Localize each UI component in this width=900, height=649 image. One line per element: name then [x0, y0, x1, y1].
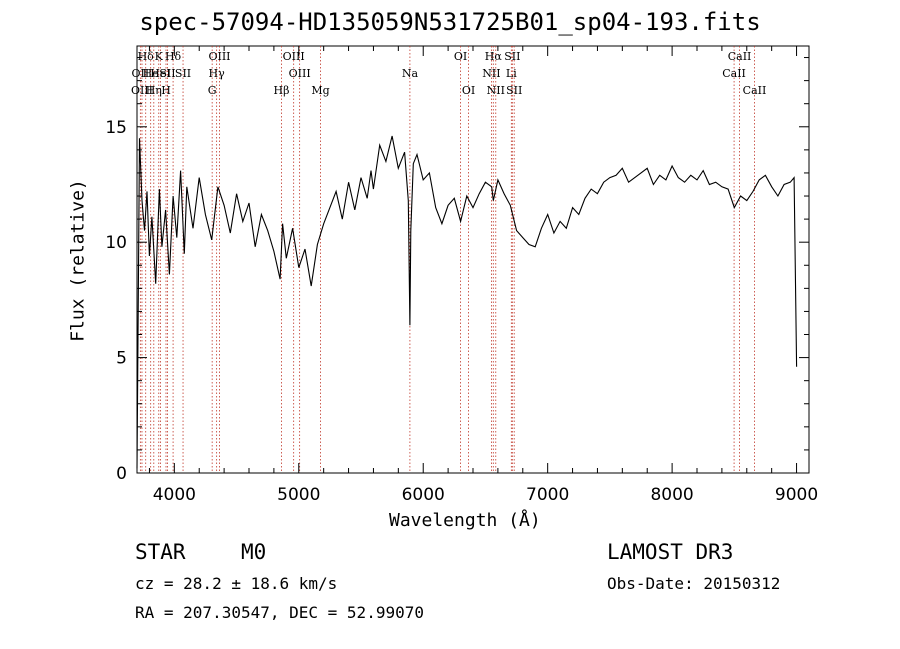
- line-label-6: HeI: [150, 67, 170, 80]
- x-tick-label-7000: 7000: [526, 485, 569, 505]
- line-label-0: Hδ: [138, 50, 155, 63]
- line-label-18: Na: [402, 67, 419, 80]
- line-label-11: OIII: [208, 50, 230, 63]
- observation-date: Obs-Date: 20150312: [607, 574, 781, 593]
- line-label-15: OIII: [283, 50, 305, 63]
- line-label-1: OII: [132, 67, 150, 80]
- emission-line-markers: [139, 46, 755, 473]
- line-label-29: CaII: [743, 84, 767, 97]
- line-label-5: K: [155, 50, 164, 63]
- spectrum-line: [136, 135, 798, 469]
- line-label-17: Mg: [311, 84, 329, 97]
- line-label-23: NII: [487, 84, 505, 97]
- x-tick-label-9000: 9000: [775, 485, 818, 505]
- object-class: STAR: [135, 540, 186, 564]
- survey-name: LAMOST DR3: [607, 540, 734, 564]
- redshift-cz: cz = 28.2 ± 18.6 km/s: [135, 574, 338, 593]
- line-label-10: SII: [175, 67, 191, 80]
- axis-ticks: [137, 46, 809, 474]
- x-tick-label-4000: 4000: [153, 485, 196, 505]
- line-label-9: Hδ: [165, 50, 182, 63]
- line-label-2: OIII: [131, 84, 153, 97]
- x-axis-label: Wavelength (Å): [389, 510, 541, 531]
- line-label-13: G: [208, 84, 217, 97]
- x-tick-label-6000: 6000: [402, 485, 445, 505]
- line-label-27: CaII: [722, 67, 746, 80]
- object-subclass: M0: [241, 540, 267, 564]
- ra-dec: RA = 207.30547, DEC = 52.99070: [135, 603, 424, 622]
- y-tick-label-5: 5: [116, 349, 127, 369]
- line-label-22: NII: [482, 67, 500, 80]
- line-label-28: CaII: [728, 50, 752, 63]
- line-label-3: He: [143, 67, 159, 80]
- line-label-14: Hβ: [274, 84, 290, 97]
- line-label-21: Hα: [485, 50, 503, 63]
- chart-title: spec-57094-HD135059N531725B01_sp04-193.f…: [139, 8, 761, 36]
- y-tick-label-10: 10: [105, 233, 127, 253]
- axis-tick-labels: 4000 5000 6000 7000 8000 9000 0 5 10 15: [105, 118, 818, 505]
- x-tick-label-5000: 5000: [277, 485, 320, 505]
- plot-frame: [136, 45, 810, 474]
- y-axis-label: Flux (relative): [67, 179, 89, 342]
- line-label-24: SII: [504, 50, 520, 63]
- y-tick-label-0: 0: [116, 464, 127, 484]
- line-label-4: Hη: [146, 84, 162, 97]
- line-label-8: H: [161, 84, 171, 97]
- line-label-19: OI: [454, 50, 467, 63]
- x-tick-label-8000: 8000: [650, 485, 693, 505]
- line-label-20: OI: [462, 84, 475, 97]
- line-label-26: SII: [506, 84, 522, 97]
- y-tick-label-15: 15: [105, 118, 127, 138]
- line-label-12: Hγ: [209, 67, 226, 80]
- line-label-25: Li: [506, 67, 517, 80]
- line-label-16: OIII: [289, 67, 311, 80]
- line-label-7: SII: [159, 67, 175, 80]
